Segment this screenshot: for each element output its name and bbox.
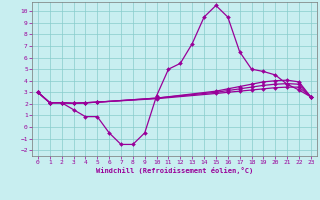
X-axis label: Windchill (Refroidissement éolien,°C): Windchill (Refroidissement éolien,°C) bbox=[96, 167, 253, 174]
